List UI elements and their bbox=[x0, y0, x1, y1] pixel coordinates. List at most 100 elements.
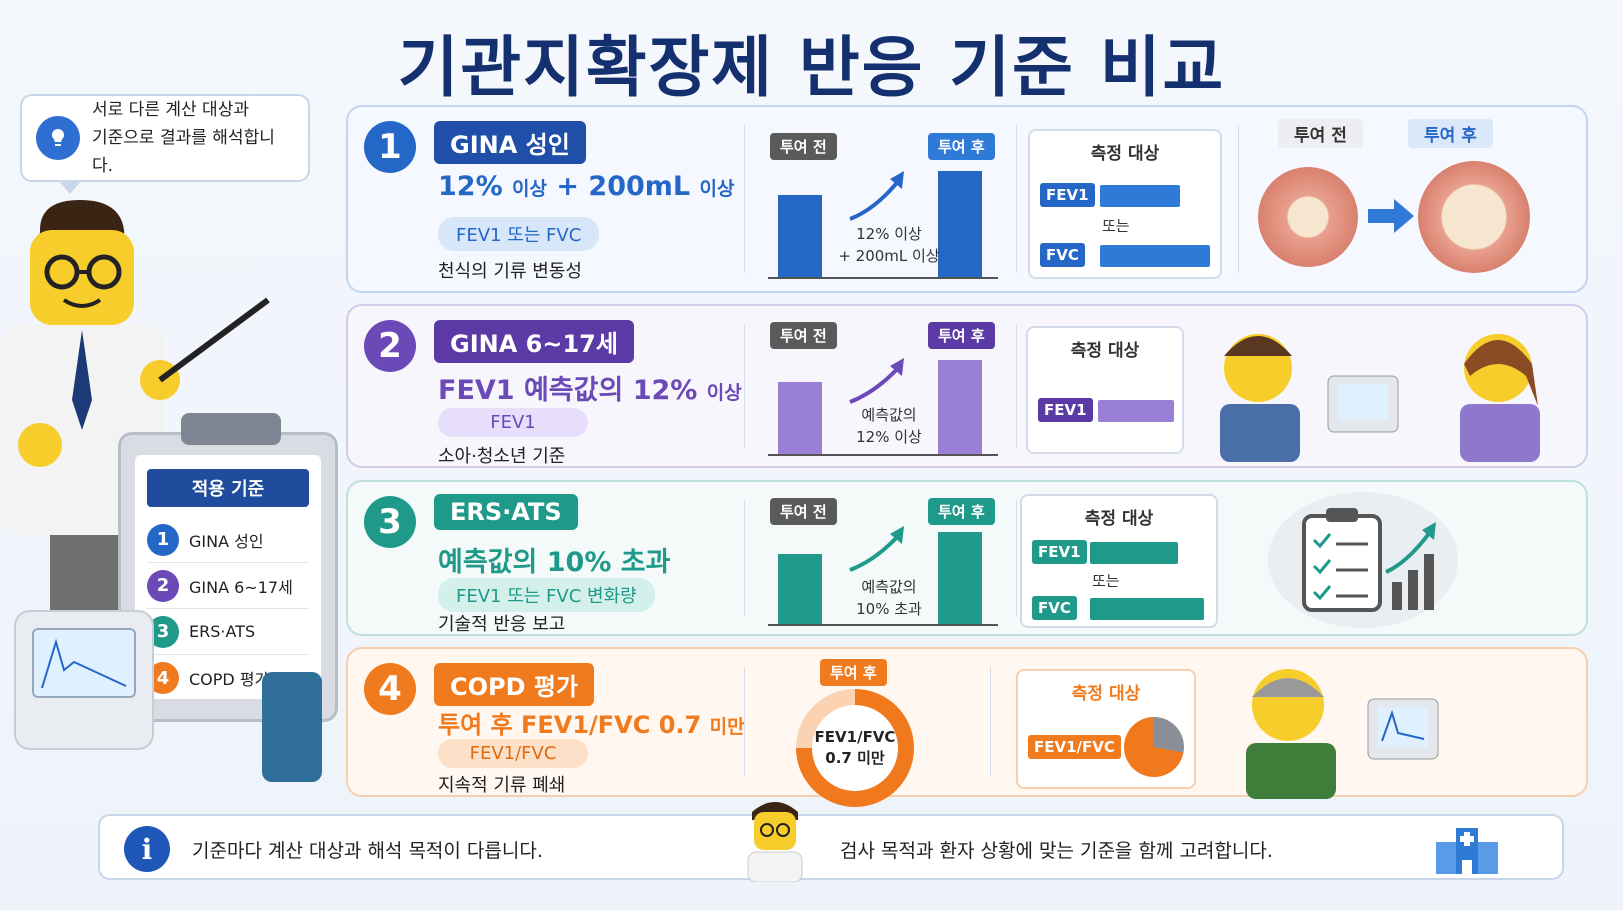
clipboard-item-label: COPD 평가 bbox=[189, 666, 269, 690]
criterion-card-ers-ats: 3 ERS·ATS 예측값의 10% 초과 FEV1 또는 FVC 변화량 기술… bbox=[346, 480, 1588, 636]
card-tag: GINA 성인 bbox=[434, 121, 586, 164]
card-criterion: 12% 이상 + 200mL 이상 bbox=[438, 171, 735, 202]
clipboard-item-label: ERS·ATS bbox=[189, 622, 255, 641]
clipboard-item-label: GINA 성인 bbox=[189, 528, 264, 552]
speech-bubble: 서로 다른 계산 대상과 기준으로 결과를 해석합니다. bbox=[20, 94, 310, 182]
ratio-donut-chart: FEV1/FVC 0.7 미만 bbox=[796, 689, 914, 807]
bar-comparison: 투여 전 투여 후 예측값의 10% 초과 bbox=[758, 498, 998, 626]
card-criterion: 투여 후 FEV1/FVC 0.7 미만 bbox=[438, 705, 745, 740]
measure-tag: FVC bbox=[1032, 596, 1077, 620]
bar-note-line1: 예측값의 bbox=[824, 576, 954, 598]
criterion-card-gina-child: 2 GINA 6~17세 FEV1 예측값의 12% 이상 FEV1 소아·청소… bbox=[346, 304, 1588, 468]
report-chart-icon bbox=[1268, 492, 1458, 628]
bar-note-line2: 10% 초과 bbox=[824, 598, 954, 620]
after-label: 투여 후 bbox=[928, 498, 995, 525]
after-label: 투여 후 bbox=[820, 659, 887, 686]
clipboard-item: 1 GINA 성인 bbox=[147, 517, 309, 563]
airway-after-label: 투여 후 bbox=[1408, 119, 1493, 148]
footer-right-text: 검사 목적과 환자 상황에 맞는 기준을 함께 고려합니다. bbox=[840, 836, 1273, 863]
clipboard-clip bbox=[181, 413, 281, 445]
footer-left-text: 기준마다 계산 대상과 해석 목적이 다릅니다. bbox=[192, 836, 543, 863]
measure-bar bbox=[1100, 245, 1210, 267]
measure-bar bbox=[1100, 185, 1180, 207]
measurement-title: 측정 대상 bbox=[1030, 139, 1220, 164]
measure-bar bbox=[1090, 598, 1204, 620]
bar-note-line2: 12% 이상 bbox=[824, 426, 954, 448]
criterion-card-gina-adult: 1 GINA 성인 12% 이상 + 200mL 이상 FEV1 또는 FVC … bbox=[346, 105, 1588, 293]
lightbulb-icon bbox=[36, 116, 80, 160]
report-icon-background bbox=[1268, 492, 1458, 628]
measure-tag: FVC bbox=[1040, 243, 1085, 267]
measurement-title: 측정 대상 bbox=[1018, 679, 1194, 704]
before-bar bbox=[778, 195, 822, 279]
ratio-pie-chart bbox=[1124, 717, 1184, 777]
inhaler-icon bbox=[262, 672, 322, 782]
airway-before-label: 투여 전 bbox=[1278, 119, 1363, 148]
donut-line1: FEV1/FVC bbox=[815, 727, 896, 748]
bar-comparison: 투여 전 투여 후 예측값의 12% 이상 bbox=[758, 322, 998, 456]
bar-note-line1: 예측값의 bbox=[824, 404, 954, 426]
after-label: 투여 후 bbox=[928, 322, 995, 349]
right-arrow-icon bbox=[1368, 199, 1414, 233]
card-description: 소아·청소년 기준 bbox=[438, 442, 565, 468]
doctor-avatar-icon bbox=[740, 796, 810, 882]
donut-line2: 0.7 미만 bbox=[825, 748, 884, 769]
measurement-target-box: 측정 대상 FEV1 또는 FVC bbox=[1028, 129, 1222, 279]
clipboard-item-number: 2 bbox=[147, 570, 179, 602]
measure-bar bbox=[1090, 542, 1178, 564]
bar-note-line2: + 200mL 이상 bbox=[824, 245, 954, 267]
card-number: 3 bbox=[364, 496, 416, 548]
spirometer-device bbox=[14, 610, 154, 750]
card-description: 기술적 반응 보고 bbox=[438, 610, 565, 636]
or-label: 또는 bbox=[1092, 570, 1120, 591]
before-bar bbox=[778, 554, 822, 626]
card-pill: FEV1 bbox=[438, 408, 588, 437]
before-bar bbox=[778, 382, 822, 456]
measurement-title: 측정 대상 bbox=[1028, 336, 1182, 361]
card-number: 2 bbox=[364, 320, 416, 372]
hospital-icon bbox=[1432, 824, 1502, 874]
card-number: 4 bbox=[364, 663, 416, 715]
footer-banner: i 기준마다 계산 대상과 해석 목적이 다릅니다. 검사 목적과 환자 상황에… bbox=[98, 814, 1564, 880]
card-pill: FEV1 또는 FVC bbox=[438, 217, 599, 251]
criterion-card-copd: 4 COPD 평가 투여 후 FEV1/FVC 0.7 미만 FEV1/FVC … bbox=[346, 647, 1588, 797]
airway-after-image bbox=[1418, 161, 1530, 273]
patient-spirometry-image bbox=[1228, 653, 1458, 799]
card-tag: GINA 6~17세 bbox=[434, 320, 634, 363]
clipboard-item-number: 1 bbox=[147, 524, 179, 556]
bar-comparison: 투여 전 투여 후 12% 이상 + 200mL 이상 bbox=[758, 129, 998, 279]
airway-before-image bbox=[1258, 167, 1358, 267]
spirometer-screen bbox=[32, 628, 136, 698]
or-label: 또는 bbox=[1102, 215, 1130, 236]
info-icon: i bbox=[124, 826, 170, 872]
card-description: 천식의 기류 변동성 bbox=[438, 257, 582, 283]
card-criterion: FEV1 예측값의 12% 이상 bbox=[438, 368, 742, 407]
increase-arrow-icon bbox=[846, 169, 910, 223]
card-tag: COPD 평가 bbox=[434, 663, 594, 706]
card-description: 지속적 기류 폐쇄 bbox=[438, 771, 565, 797]
before-label: 투여 전 bbox=[770, 133, 837, 160]
speech-line-1: 서로 다른 계산 대상과 bbox=[92, 96, 294, 124]
increase-arrow-icon bbox=[846, 524, 910, 574]
patients-spirometry-image bbox=[1208, 316, 1578, 462]
measurement-title: 측정 대상 bbox=[1022, 504, 1216, 529]
measurement-target-box: 측정 대상 FEV1/FVC bbox=[1016, 669, 1196, 789]
measurement-target-box: 측정 대상 FEV1 bbox=[1026, 326, 1184, 454]
card-criterion: 예측값의 10% 초과 bbox=[438, 540, 670, 579]
card-pill: FEV1 또는 FVC 변화량 bbox=[438, 578, 655, 612]
bar-note-line1: 12% 이상 bbox=[824, 223, 954, 245]
clipboard-item: 2 GINA 6~17세 bbox=[147, 563, 309, 609]
measurement-target-box: 측정 대상 FEV1 또는 FVC bbox=[1020, 494, 1218, 628]
increase-arrow-icon bbox=[846, 356, 910, 406]
clipboard-item: 3 ERS·ATS bbox=[147, 609, 309, 655]
before-label: 투여 전 bbox=[770, 322, 837, 349]
measure-bar bbox=[1098, 400, 1174, 422]
measure-tag: FEV1 bbox=[1032, 540, 1087, 564]
measure-tag: FEV1 bbox=[1040, 183, 1095, 207]
clipboard-item-label: GINA 6~17세 bbox=[189, 574, 293, 598]
card-pill: FEV1/FVC bbox=[438, 739, 588, 768]
after-label: 투여 후 bbox=[928, 133, 995, 160]
card-number: 1 bbox=[364, 121, 416, 173]
speech-line-2: 기준으로 결과를 해석합니다. bbox=[92, 124, 294, 180]
card-tag: ERS·ATS bbox=[434, 494, 578, 530]
